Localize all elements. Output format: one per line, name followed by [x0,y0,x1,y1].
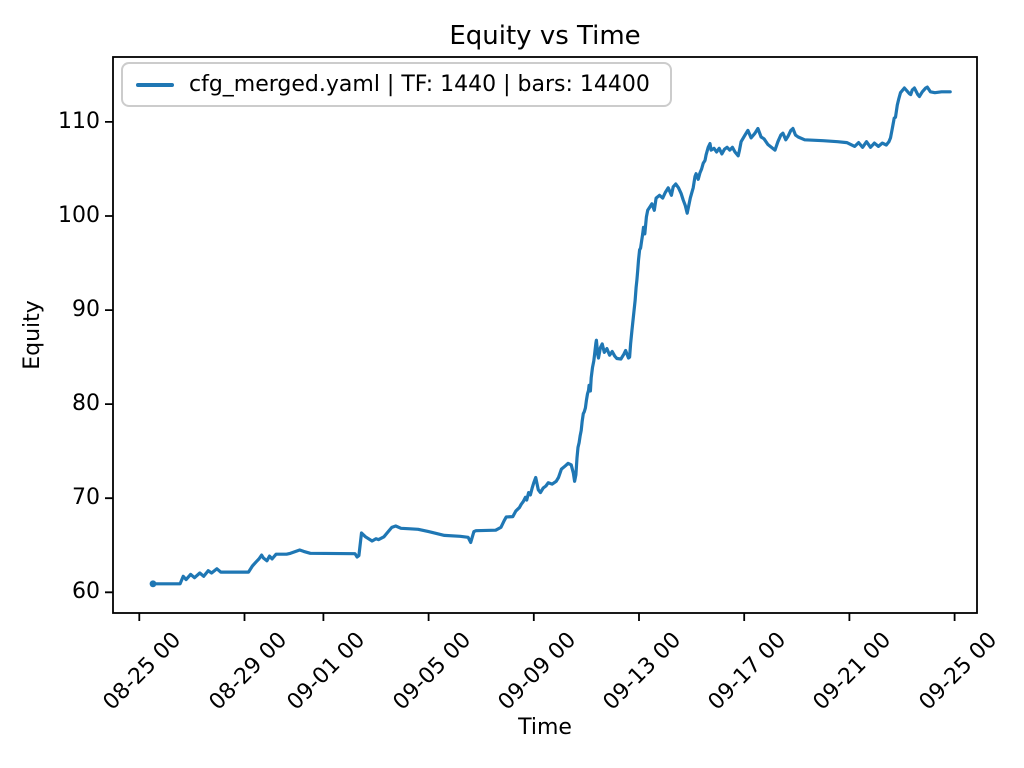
y-tick-label: 60 [72,579,100,605]
y-tick-label: 80 [72,391,100,417]
y-tick-label: 110 [58,108,100,134]
x-axis-label: Time [518,715,572,740]
legend-line-sample [136,82,174,87]
equity-line [151,85,952,586]
axis-tick-marks [105,121,956,621]
y-tick-label: 100 [58,203,100,228]
y-tick-label: 70 [72,485,100,511]
y-tick-label: 90 [72,297,100,323]
legend-entry-label: cfg_merged.yaml | TF: 1440 | bars: 14400 [189,71,650,97]
chart-title: Equity vs Time [449,21,641,51]
line-start-marker [149,580,157,588]
legend: cfg_merged.yaml | TF: 1440 | bars: 14400 [121,62,672,107]
y-axis-label: Equity [20,300,45,370]
axes-frame [112,56,978,614]
